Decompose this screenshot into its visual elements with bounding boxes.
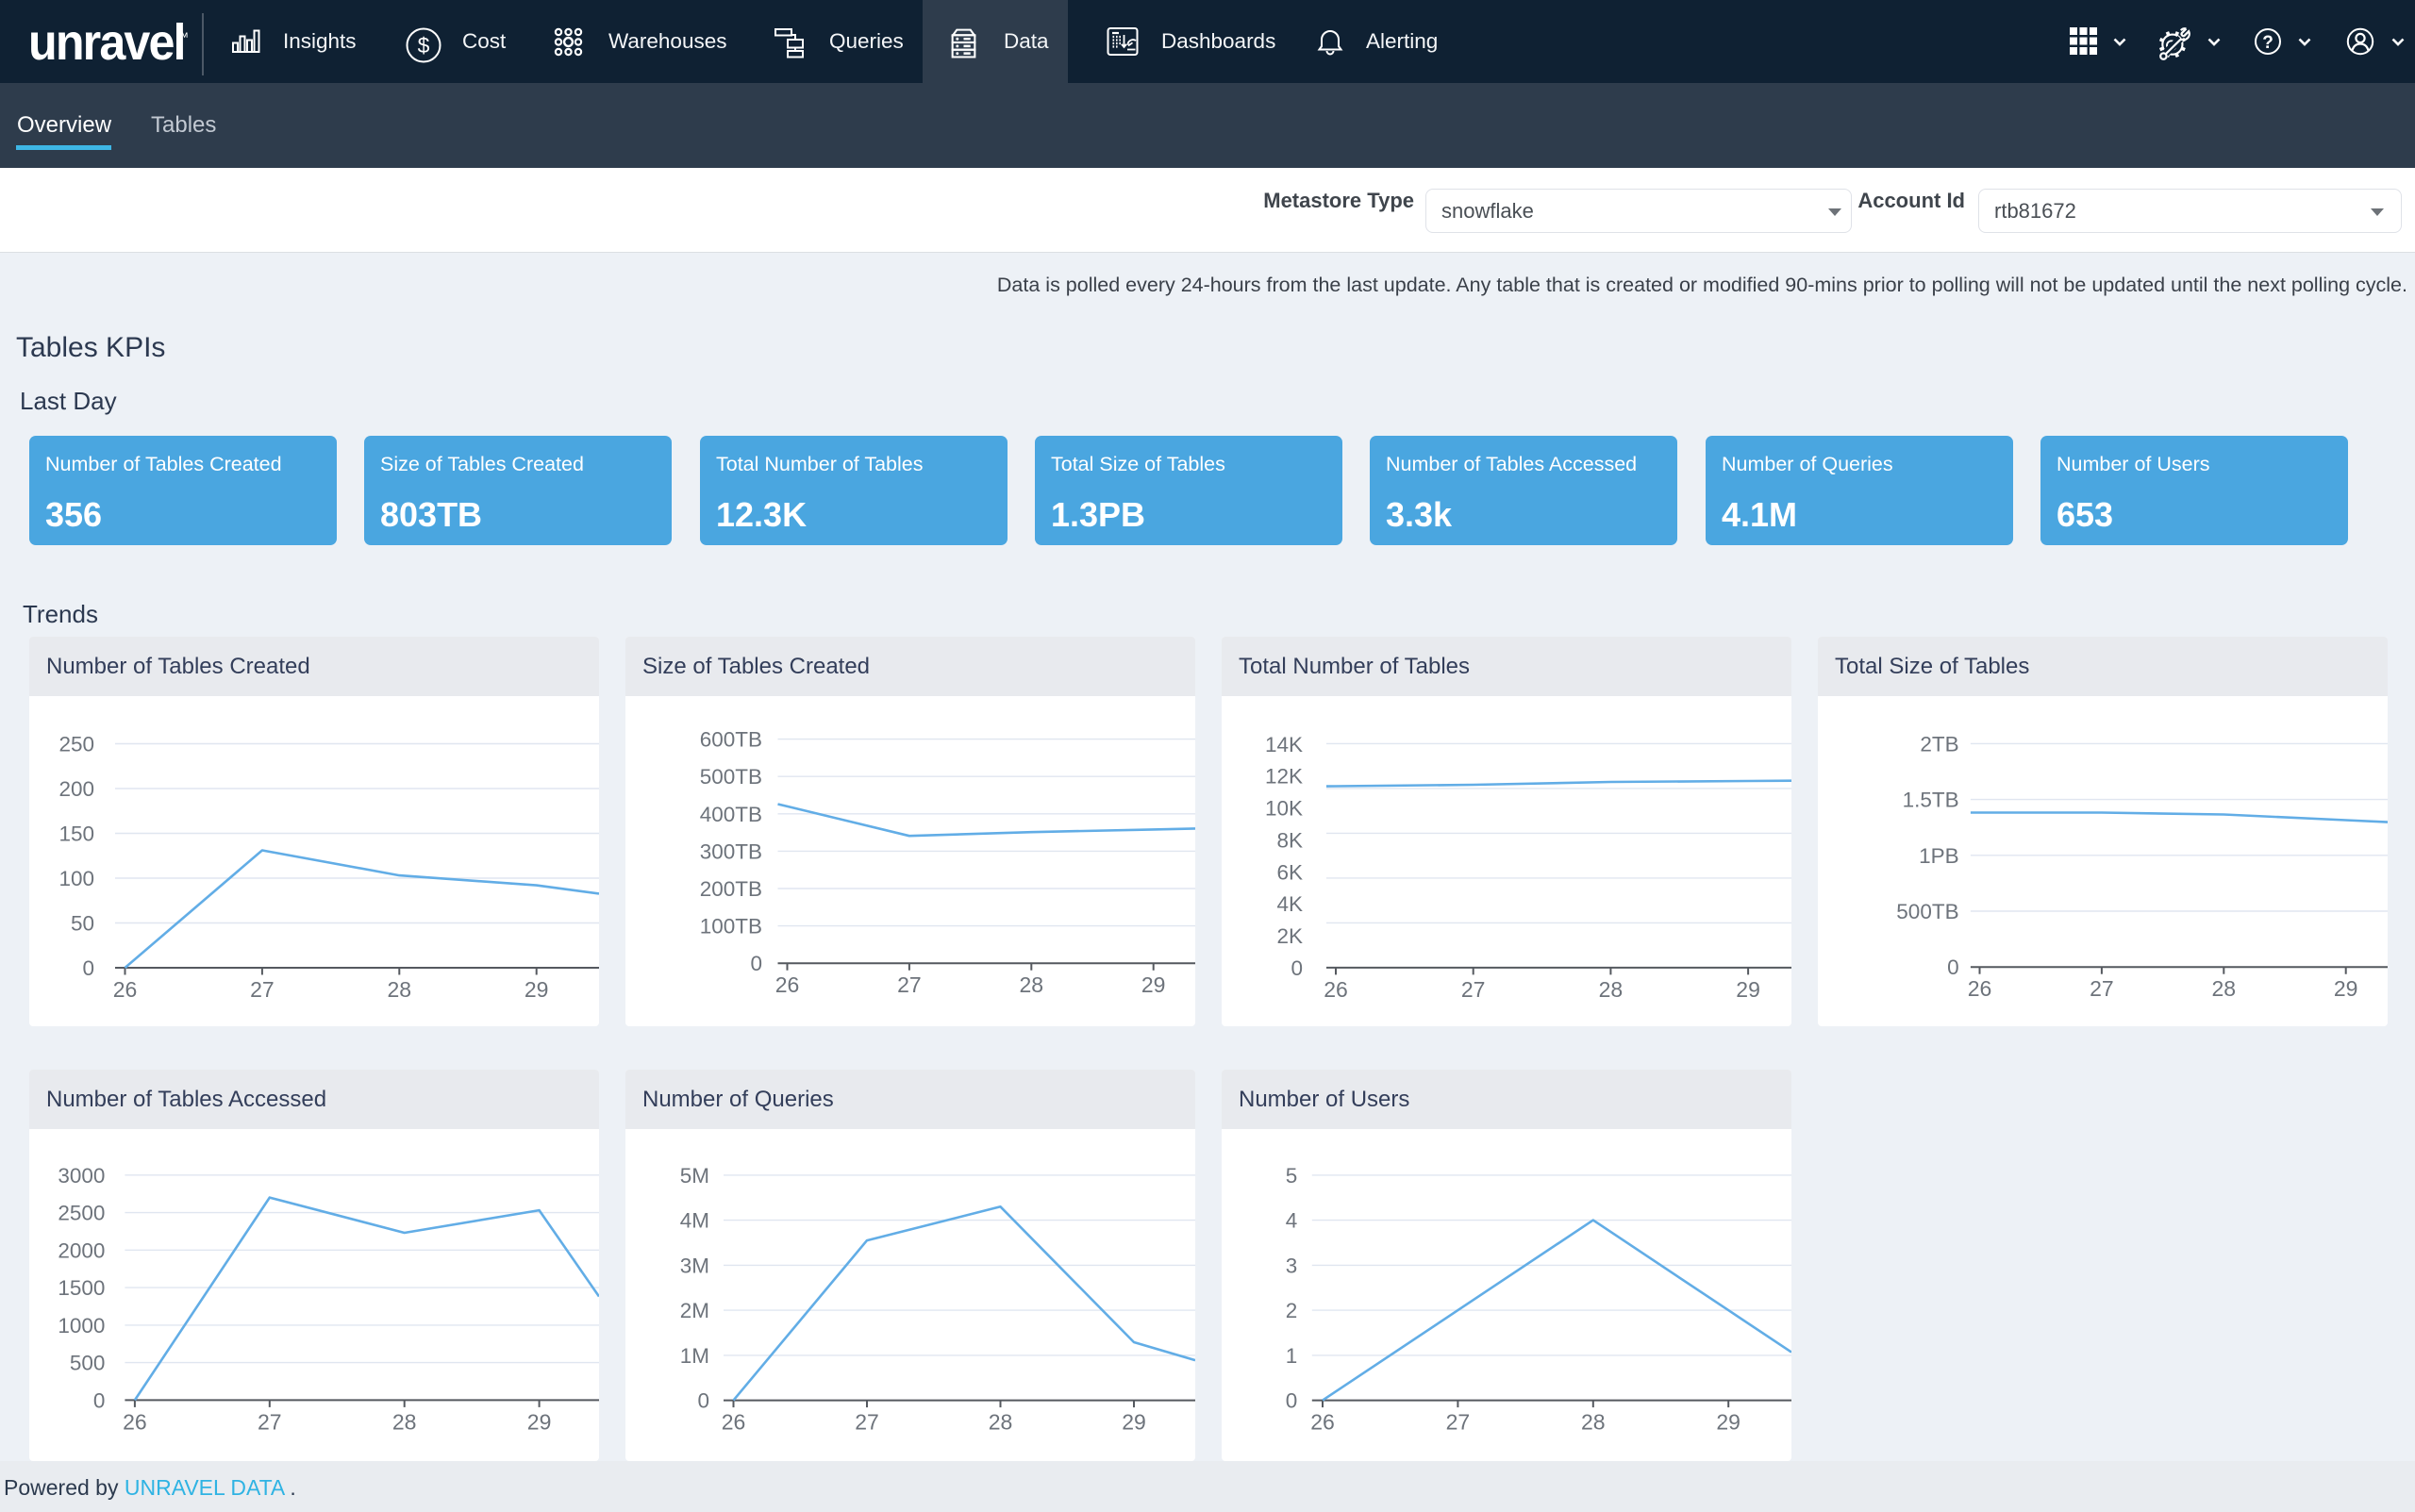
svg-text:2500: 2500 — [58, 1202, 105, 1225]
svg-text:26: 26 — [775, 972, 800, 997]
svg-text:0: 0 — [1286, 1389, 1298, 1413]
svg-text:29: 29 — [1122, 1410, 1146, 1435]
svg-text:27: 27 — [2090, 976, 2114, 1001]
svg-text:0: 0 — [82, 956, 94, 980]
svg-text:27: 27 — [258, 1409, 282, 1434]
svg-text:12K: 12K — [1265, 765, 1303, 789]
svg-text:4: 4 — [1286, 1209, 1298, 1233]
svg-text:2K: 2K — [1276, 924, 1303, 948]
svg-text:3000: 3000 — [58, 1164, 105, 1188]
svg-text:3M: 3M — [680, 1254, 709, 1277]
svg-text:26: 26 — [1968, 976, 1992, 1001]
svg-text:27: 27 — [1461, 977, 1486, 1002]
svg-text:28: 28 — [1581, 1410, 1606, 1435]
svg-text:2M: 2M — [680, 1299, 709, 1322]
svg-text:200TB: 200TB — [700, 877, 762, 901]
svg-text:0: 0 — [750, 952, 762, 975]
svg-text:1000: 1000 — [58, 1314, 105, 1338]
svg-text:6K: 6K — [1276, 860, 1303, 884]
svg-text:26: 26 — [1324, 977, 1348, 1002]
svg-text:200: 200 — [58, 777, 94, 801]
svg-text:29: 29 — [527, 1409, 552, 1434]
svg-text:2TB: 2TB — [1920, 732, 1958, 756]
svg-text:?: ? — [2262, 33, 2273, 53]
svg-text:29: 29 — [1716, 1410, 1740, 1435]
svg-text:27: 27 — [1446, 1410, 1471, 1435]
svg-text:0: 0 — [93, 1388, 106, 1412]
svg-text:29: 29 — [1736, 977, 1760, 1002]
svg-text:1.5TB: 1.5TB — [1903, 789, 1959, 812]
svg-text:300TB: 300TB — [700, 839, 762, 863]
svg-text:28: 28 — [989, 1410, 1013, 1435]
svg-text:1: 1 — [1286, 1344, 1298, 1368]
svg-text:50: 50 — [71, 912, 94, 936]
svg-text:600TB: 600TB — [700, 728, 762, 752]
svg-text:4M: 4M — [680, 1209, 709, 1233]
svg-text:250: 250 — [58, 733, 94, 756]
svg-text:2000: 2000 — [58, 1238, 105, 1262]
svg-text:27: 27 — [855, 1410, 879, 1435]
svg-text:0: 0 — [1291, 956, 1303, 980]
svg-text:28: 28 — [388, 977, 412, 1002]
svg-text:26: 26 — [113, 977, 138, 1002]
svg-text:28: 28 — [392, 1409, 417, 1434]
svg-text:2: 2 — [1286, 1299, 1298, 1322]
svg-text:28: 28 — [1599, 977, 1624, 1002]
svg-text:29: 29 — [1141, 972, 1166, 997]
svg-text:1M: 1M — [680, 1344, 709, 1368]
svg-text:28: 28 — [1020, 972, 1044, 997]
svg-text:27: 27 — [897, 972, 922, 997]
svg-text:26: 26 — [722, 1410, 746, 1435]
svg-text:100TB: 100TB — [700, 915, 762, 939]
svg-text:27: 27 — [250, 977, 275, 1002]
svg-text:500TB: 500TB — [700, 765, 762, 789]
svg-text:14K: 14K — [1265, 733, 1303, 756]
svg-text:400TB: 400TB — [700, 803, 762, 826]
svg-text:500: 500 — [70, 1352, 106, 1375]
svg-text:5: 5 — [1286, 1164, 1298, 1188]
svg-text:3: 3 — [1286, 1254, 1298, 1277]
svg-text:4K: 4K — [1276, 892, 1303, 916]
svg-text:150: 150 — [58, 822, 94, 846]
svg-text:29: 29 — [2334, 976, 2358, 1001]
svg-text:500TB: 500TB — [1896, 900, 1958, 923]
svg-text:0: 0 — [1947, 955, 1959, 979]
svg-text:1PB: 1PB — [1919, 844, 1959, 868]
svg-text:26: 26 — [1310, 1410, 1335, 1435]
svg-text:28: 28 — [2212, 976, 2237, 1001]
svg-text:$: $ — [418, 33, 430, 58]
svg-text:10K: 10K — [1265, 797, 1303, 821]
svg-text:26: 26 — [123, 1409, 147, 1434]
svg-text:5M: 5M — [680, 1164, 709, 1188]
svg-text:100: 100 — [58, 867, 94, 890]
svg-text:8K: 8K — [1276, 828, 1303, 852]
svg-text:29: 29 — [525, 977, 549, 1002]
svg-text:1500: 1500 — [58, 1276, 105, 1300]
svg-text:0: 0 — [697, 1389, 709, 1413]
